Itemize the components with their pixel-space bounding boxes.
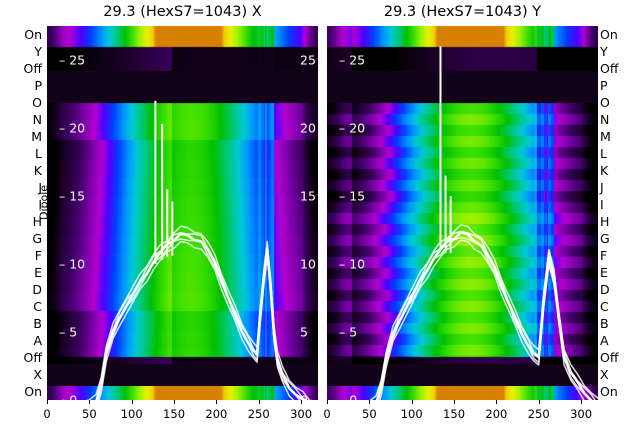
- category-label: K: [600, 162, 609, 178]
- profile-path: [98, 240, 295, 400]
- category-label: L: [35, 145, 42, 161]
- category-label: X: [33, 366, 42, 382]
- category-label: P: [600, 77, 608, 93]
- x-tick-label: 100: [120, 407, 143, 421]
- category-label: On: [600, 26, 618, 42]
- category-label: L: [600, 145, 607, 161]
- panel-title-x: 29.3 (HexS7=1043) X: [103, 4, 262, 20]
- x-tick-mark: [174, 400, 176, 404]
- x-tick-label: 150: [163, 407, 186, 421]
- category-label: On: [24, 383, 42, 399]
- category-label: M: [600, 128, 611, 144]
- x-tick-label: 150: [443, 407, 466, 421]
- x-tick-mark: [538, 400, 540, 404]
- category-label: E: [600, 264, 608, 280]
- category-label: G: [32, 230, 42, 246]
- x-tick-label: 0: [43, 407, 51, 421]
- category-label: J: [600, 179, 604, 195]
- x-tick-mark: [411, 400, 413, 404]
- gap-band-lower: [327, 364, 598, 386]
- category-label: M: [31, 128, 42, 144]
- category-label: I: [38, 196, 42, 212]
- category-label: C: [33, 298, 42, 314]
- category-label: On: [600, 383, 618, 399]
- profile-path: [378, 239, 585, 400]
- x-tick-mark: [258, 400, 260, 404]
- x-tick-mark: [369, 400, 371, 404]
- category-label: Off: [600, 349, 619, 365]
- x-tick-label: 300: [570, 407, 593, 421]
- x-tick-mark: [454, 400, 456, 404]
- category-axis-right: On Y Off P O N M L K J I H G F E D C B A Off X On: [600, 26, 636, 400]
- x-tick-mark: [581, 400, 583, 404]
- x-tick-mark: [47, 400, 48, 404]
- category-label: B: [600, 315, 609, 331]
- x-tick-mark: [89, 400, 91, 404]
- category-label: A: [600, 332, 609, 348]
- category-axis-left: On Y Off P O N M L K J I H G F E D C B A Off X On: [6, 26, 42, 400]
- profile-path: [61, 225, 313, 400]
- x-tick-label: 50: [82, 407, 97, 421]
- gap-band-lower: [47, 364, 318, 386]
- x-tick-mark: [327, 400, 328, 404]
- category-label: F: [600, 247, 608, 263]
- x-tick-mark: [216, 400, 218, 404]
- category-label: Y: [34, 43, 42, 59]
- category-label: N: [600, 111, 610, 127]
- profile-path: [377, 236, 592, 400]
- beam-profile-curve-y: [369, 46, 598, 400]
- heatmap-panel-y[interactable]: [327, 26, 598, 400]
- x-tick-mark: [496, 400, 498, 404]
- x-axis-y: 0 50 100 150 200 250 300: [323, 400, 598, 440]
- category-label: H: [32, 213, 42, 229]
- profile-path: [95, 232, 307, 400]
- category-label: O: [32, 94, 42, 110]
- category-label: F: [34, 247, 42, 263]
- profile-path: [97, 238, 301, 400]
- x-axis-x: 0 50 100 150 200 250 300: [43, 400, 318, 440]
- x-tick-label: 200: [205, 407, 228, 421]
- category-label: Y: [600, 43, 608, 59]
- gap-band-upper: [47, 71, 318, 103]
- category-label: P: [34, 77, 42, 93]
- category-label: G: [600, 230, 610, 246]
- category-label: O: [600, 94, 610, 110]
- x-tick-mark: [131, 400, 133, 404]
- category-label: X: [600, 366, 609, 382]
- x-tick-label: 0: [323, 407, 331, 421]
- category-label: I: [600, 196, 604, 212]
- category-label: Off: [600, 60, 619, 76]
- category-label: B: [33, 315, 42, 331]
- x-tick-label: 200: [485, 407, 508, 421]
- x-tick-label: 50: [362, 407, 377, 421]
- x-tick-label: 300: [290, 407, 313, 421]
- beam-profile-curve-x: [61, 100, 313, 400]
- x-tick-label: 100: [400, 407, 423, 421]
- category-label: Off: [23, 60, 42, 76]
- category-label: C: [600, 298, 609, 314]
- x-tick-label: 250: [247, 407, 270, 421]
- category-label: E: [34, 264, 42, 280]
- gap-band-upper: [327, 71, 598, 103]
- x-tick-mark: [301, 400, 303, 404]
- profile-path: [375, 231, 593, 400]
- category-label: K: [33, 162, 42, 178]
- category-label: J: [38, 179, 42, 195]
- category-label: On: [24, 26, 42, 42]
- category-label: D: [32, 281, 42, 297]
- category-label: N: [32, 111, 42, 127]
- panel-title-y: 29.3 (HexS7=1043) Y: [383, 4, 542, 20]
- profile-path: [369, 224, 598, 400]
- category-label: D: [600, 281, 610, 297]
- profile-path: [95, 231, 308, 400]
- category-label: Off: [23, 349, 42, 365]
- category-label: A: [33, 332, 42, 348]
- category-label: H: [600, 213, 610, 229]
- x-tick-label: 250: [527, 407, 550, 421]
- heatmap-panel-x[interactable]: [47, 26, 318, 400]
